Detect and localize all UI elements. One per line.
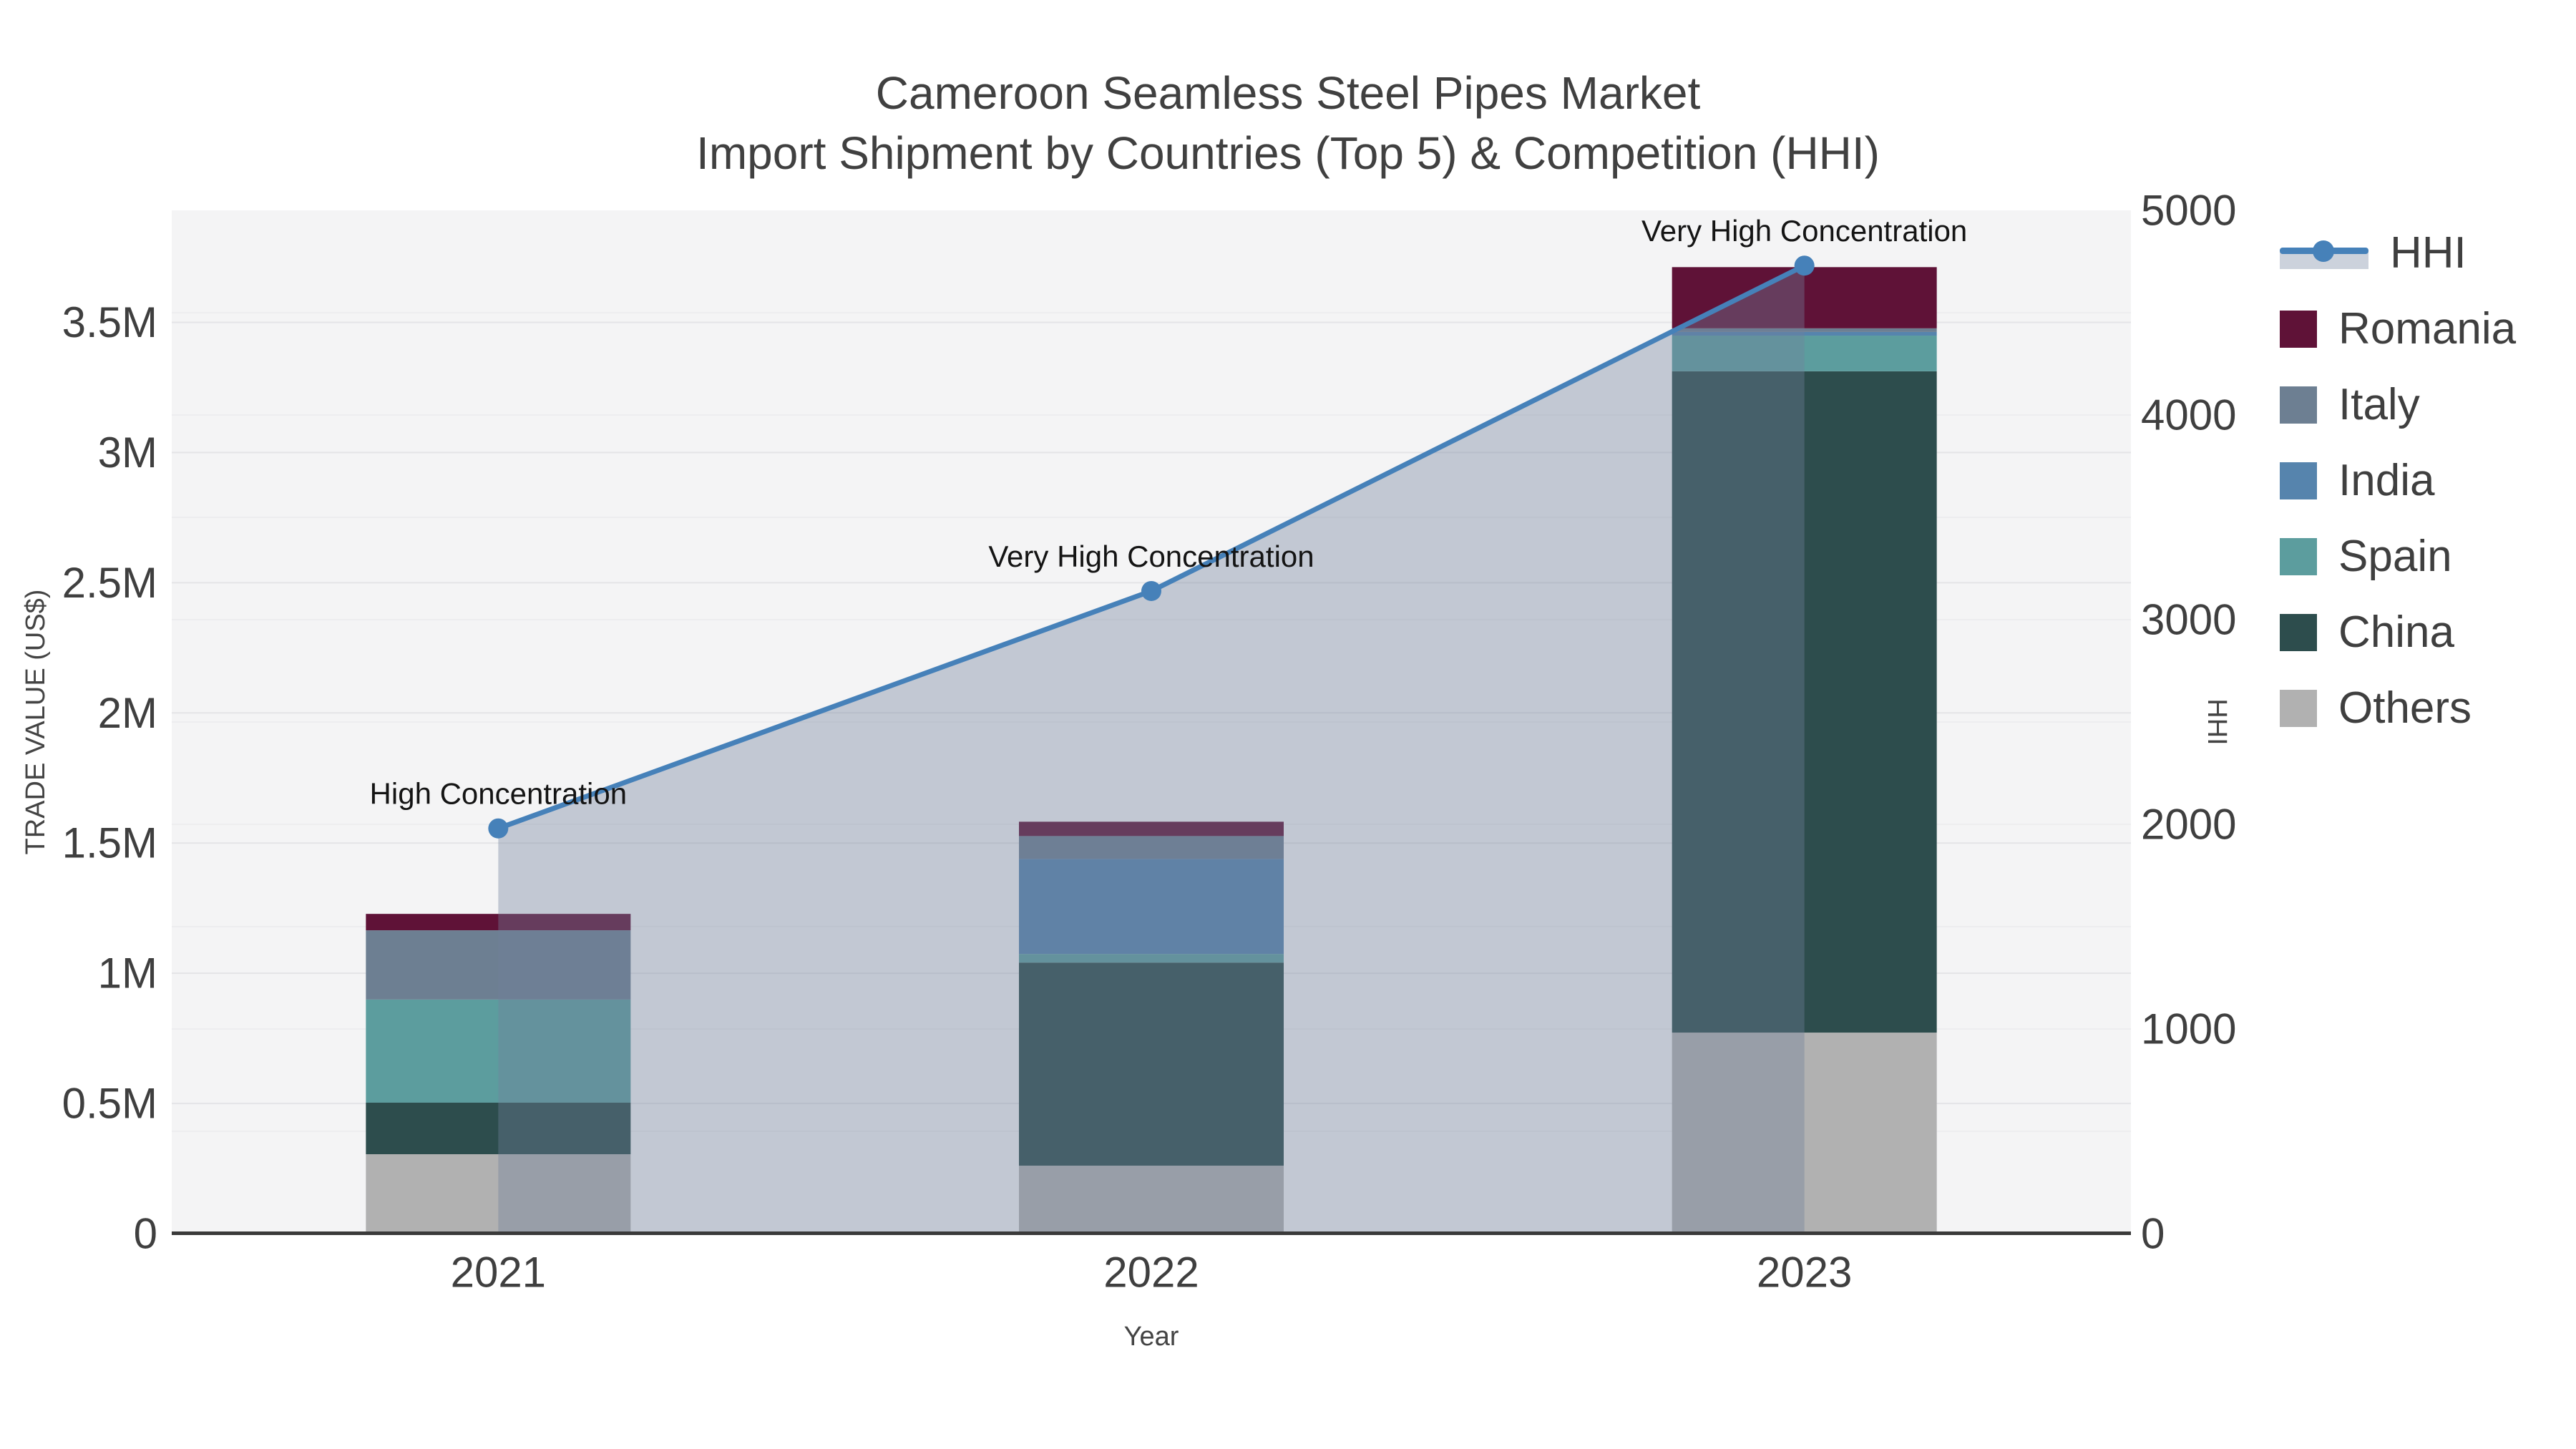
y-left-tick-2M: 2M <box>98 689 157 737</box>
bar-segment-italy-2021[interactable] <box>366 930 631 1000</box>
italy-swatch-icon <box>2280 386 2317 424</box>
y-left-tick-0: 0 <box>134 1210 157 1258</box>
page-title: Cameroon Seamless Steel Pipes Market Imp… <box>0 63 2576 183</box>
legend-item-spain[interactable]: Spain <box>2280 531 2516 582</box>
bar-segment-india-2022[interactable] <box>1019 859 1284 955</box>
bar-segment-others-2023[interactable] <box>1672 1033 1937 1234</box>
y-right-tick-5000: 5000 <box>2141 187 2236 235</box>
bar-segment-others-2021[interactable] <box>366 1154 631 1234</box>
legend-item-italy[interactable]: Italy <box>2280 379 2516 430</box>
spain-swatch-icon <box>2280 537 2317 575</box>
y-right-tick-2000: 2000 <box>2141 801 2236 849</box>
x-tick-2023: 2023 <box>1757 1249 1852 1297</box>
y-left-tick-3M: 3M <box>98 429 157 477</box>
y-right-axis-title: HHI <box>2202 698 2232 745</box>
y-left-tick-0.5M: 0.5M <box>62 1080 157 1128</box>
x-tick-2021: 2021 <box>451 1249 546 1297</box>
bar-segment-romania-2022[interactable] <box>1019 821 1284 836</box>
y-left-axis-title: TRADE VALUE (US$) <box>21 590 51 855</box>
y-left-tick-1M: 1M <box>98 950 157 997</box>
china-swatch-icon <box>2280 613 2317 651</box>
y-right-tick-4000: 4000 <box>2141 391 2236 439</box>
hhi-legend-sample-icon <box>2280 235 2368 272</box>
bar-segment-spain-2021[interactable] <box>366 999 631 1103</box>
bar-segment-china-2023[interactable] <box>1672 371 1937 1033</box>
legend-label-spain: Spain <box>2338 532 2452 581</box>
legend-item-india[interactable]: India <box>2280 455 2516 506</box>
y-right-tick-3000: 3000 <box>2141 596 2236 644</box>
legend-label-china: China <box>2338 608 2454 657</box>
x-tick-2022: 2022 <box>1103 1249 1199 1297</box>
bar-segment-spain-2022[interactable] <box>1019 954 1284 963</box>
romania-swatch-icon <box>2280 310 2317 348</box>
bar-segment-china-2021[interactable] <box>366 1102 631 1155</box>
legend-item-romania[interactable]: Romania <box>2280 303 2516 354</box>
legend-item-others[interactable]: Others <box>2280 683 2516 733</box>
hhi-point-2022[interactable] <box>1141 580 1161 601</box>
legend-label-romania: Romania <box>2338 304 2517 353</box>
legend-item-china[interactable]: China <box>2280 607 2516 658</box>
india-swatch-icon <box>2280 462 2317 499</box>
bar-segment-others-2022[interactable] <box>1019 1166 1284 1234</box>
hhi-area-fill <box>498 265 1805 1234</box>
bar-segment-spain-2023[interactable] <box>1672 336 1937 371</box>
hhi-point-2021[interactable] <box>488 818 509 839</box>
y-left-tick-1.5M: 1.5M <box>62 819 157 867</box>
legend-label-india: India <box>2338 456 2435 505</box>
bar-segment-italy-2022[interactable] <box>1019 836 1284 859</box>
y-left-tick-2.5M: 2.5M <box>62 559 157 607</box>
bar-segment-romania-2021[interactable] <box>366 914 631 931</box>
bar-segment-romania-2023[interactable] <box>1672 267 1937 328</box>
legend: HHI Romania Italy India Spain China Others <box>2280 228 2516 733</box>
legend-item-hhi[interactable]: HHI <box>2280 228 2516 278</box>
others-swatch-icon <box>2280 689 2317 727</box>
bar-segment-italy-2023[interactable] <box>1672 328 1937 332</box>
x-axis-line <box>172 1231 2131 1235</box>
legend-label-italy: Italy <box>2338 380 2420 429</box>
annotation-2021: High Concentration <box>370 777 628 811</box>
bar-segment-china-2022[interactable] <box>1019 962 1284 1166</box>
y-right-tick-1000: 1000 <box>2141 1005 2236 1053</box>
annotation-2023: Very High Concentration <box>1641 214 1967 248</box>
bar-segment-india-2023[interactable] <box>1672 331 1937 336</box>
y-right-tick-0: 0 <box>2141 1210 2165 1258</box>
chart-title-line2: Import Shipment by Countries (Top 5) & C… <box>696 127 1880 179</box>
x-axis-title: Year <box>1124 1322 1179 1352</box>
y-left-tick-3.5M: 3.5M <box>62 298 157 346</box>
chart-title-line1: Cameroon Seamless Steel Pipes Market <box>875 67 1701 119</box>
legend-label-hhi: HHI <box>2390 228 2467 278</box>
hhi-point-2023[interactable] <box>1794 255 1815 276</box>
annotation-2022: Very High Concentration <box>988 540 1314 573</box>
legend-label-others: Others <box>2338 683 2472 733</box>
